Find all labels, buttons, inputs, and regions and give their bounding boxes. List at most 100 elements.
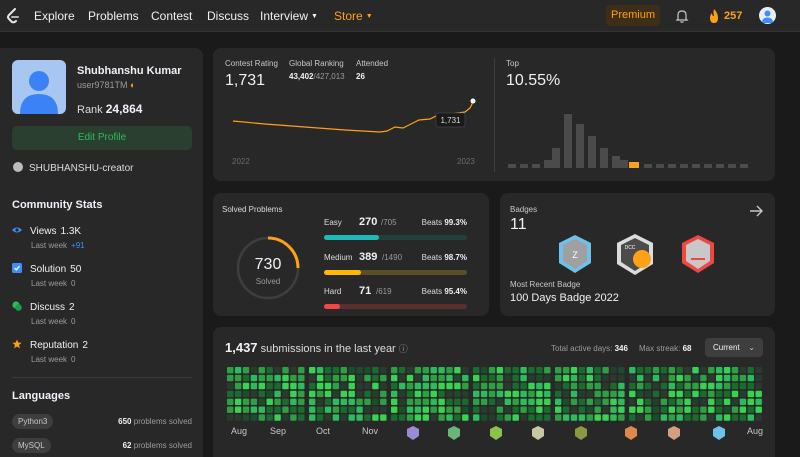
heatmap-cell[interactable]: [700, 374, 707, 382]
heatmap-cell[interactable]: [446, 390, 453, 398]
heatmap-cell[interactable]: [528, 406, 535, 413]
heatmap-cell[interactable]: [578, 398, 586, 405]
heatmap-cell[interactable]: [356, 414, 363, 421]
heatmap-cell[interactable]: [282, 414, 289, 421]
heatmap-cell[interactable]: [309, 398, 316, 405]
heatmap-cell[interactable]: [755, 374, 762, 382]
heatmap-cell[interactable]: [266, 390, 273, 398]
heatmap-cell[interactable]: [512, 374, 519, 382]
heatmap-cell[interactable]: [504, 406, 511, 413]
heatmap-cell[interactable]: [406, 406, 414, 413]
heatmap-cell[interactable]: [610, 398, 617, 405]
heatmap-cell[interactable]: [660, 390, 668, 398]
month-badge-icon[interactable]: [490, 426, 502, 440]
heatmap-cell[interactable]: [496, 382, 504, 390]
heatmap-cell[interactable]: [298, 414, 305, 421]
heatmap-cell[interactable]: [723, 414, 731, 421]
heatmap-cell[interactable]: [700, 390, 707, 398]
heatmap-cell[interactable]: [602, 367, 609, 374]
heatmap-cell[interactable]: [562, 382, 570, 390]
heatmap-cell[interactable]: [652, 382, 660, 390]
heatmap-cell[interactable]: [227, 414, 234, 421]
heatmap-cell[interactable]: [324, 390, 332, 398]
user-avatar-icon[interactable]: [759, 7, 776, 24]
lang-tag-python3[interactable]: Python3: [12, 414, 54, 429]
heatmap-cell[interactable]: [496, 414, 504, 421]
heatmap-cell[interactable]: [250, 406, 258, 413]
heatmap-cell[interactable]: [668, 367, 675, 374]
heatmap-cell[interactable]: [684, 406, 691, 413]
heatmap-cell[interactable]: [512, 390, 519, 398]
badge-dcc[interactable]: DCC: [617, 234, 653, 275]
heatmap-cell[interactable]: [348, 374, 355, 382]
heatmap-cell[interactable]: [406, 367, 414, 374]
heatmap-cell[interactable]: [348, 398, 355, 405]
heatmap-cell[interactable]: [668, 414, 675, 421]
heatmap-cell[interactable]: [414, 414, 422, 421]
lang-tag-mysql[interactable]: MySQL: [12, 438, 51, 453]
heatmap-cell[interactable]: [496, 398, 504, 405]
heatmap-cell[interactable]: [747, 390, 754, 398]
heatmap-cell[interactable]: [562, 390, 570, 398]
heatmap-cell[interactable]: [668, 390, 675, 398]
heatmap-cell[interactable]: [372, 374, 379, 382]
heatmap-cell[interactable]: [610, 390, 617, 398]
month-badge-icon[interactable]: [668, 426, 680, 440]
heatmap-cell[interactable]: [380, 398, 387, 405]
heatmap-cell[interactable]: [348, 367, 355, 374]
heatmap-cell[interactable]: [660, 367, 668, 374]
heatmap-cell[interactable]: [668, 382, 675, 390]
heatmap-cell[interactable]: [250, 398, 258, 405]
heatmap-cell[interactable]: [480, 374, 488, 382]
heatmap-cell[interactable]: [309, 382, 316, 390]
heatmap-cell[interactable]: [684, 390, 691, 398]
heatmap-cell[interactable]: [242, 414, 250, 421]
heatmap-cell[interactable]: [739, 414, 747, 421]
heatmap-cell[interactable]: [438, 367, 445, 374]
heatmap-cell[interactable]: [266, 414, 273, 421]
heatmap-cell[interactable]: [594, 374, 601, 382]
heatmap-cell[interactable]: [684, 398, 691, 405]
heatmap-cell[interactable]: [414, 367, 422, 374]
heatmap-cell[interactable]: [348, 406, 355, 413]
heatmap-cell[interactable]: [309, 414, 316, 421]
heatmap-cell[interactable]: [480, 367, 488, 374]
heatmap-cell[interactable]: [716, 398, 723, 405]
heatmap-cell[interactable]: [610, 374, 617, 382]
heatmap-cell[interactable]: [723, 390, 731, 398]
heatmap-cell[interactable]: [430, 382, 437, 390]
heatmap-cell[interactable]: [731, 374, 739, 382]
heatmap-cell[interactable]: [618, 414, 625, 421]
heatmap-cell[interactable]: [422, 382, 429, 390]
heatmap-cell[interactable]: [562, 374, 570, 382]
heatmap-cell[interactable]: [324, 406, 332, 413]
heatmap-cell[interactable]: [446, 406, 453, 413]
heatmap-cell[interactable]: [454, 398, 461, 405]
heatmap-cell[interactable]: [512, 382, 519, 390]
heatmap-cell[interactable]: [324, 367, 332, 374]
heatmap-cell[interactable]: [488, 414, 496, 421]
heatmap-cell[interactable]: [242, 367, 250, 374]
rating-current-point[interactable]: [470, 98, 476, 104]
heatmap-cell[interactable]: [747, 382, 754, 390]
heatmap-cell[interactable]: [708, 374, 715, 382]
heatmap-cell[interactable]: [594, 414, 601, 421]
heatmap-cell[interactable]: [332, 398, 340, 405]
heatmap-cell[interactable]: [692, 382, 699, 390]
heatmap-cell[interactable]: [692, 374, 699, 382]
heatmap-cell[interactable]: [414, 374, 422, 382]
heatmap-cell[interactable]: [391, 382, 398, 390]
heatmap-cell[interactable]: [578, 390, 586, 398]
heatmap-cell[interactable]: [282, 367, 289, 374]
heatmap-cell[interactable]: [340, 406, 347, 413]
heatmap-cell[interactable]: [520, 390, 527, 398]
heatmap-cell[interactable]: [324, 398, 332, 405]
heatmap-cell[interactable]: [660, 414, 668, 421]
heatmap-cell[interactable]: [708, 390, 715, 398]
badge-100-days-2022[interactable]: [682, 235, 714, 273]
leetcode-logo-icon[interactable]: [6, 8, 20, 24]
heatmap-cell[interactable]: [512, 414, 519, 421]
heatmap-cell[interactable]: [473, 398, 480, 405]
heatmap-cell[interactable]: [446, 398, 453, 405]
heatmap-cell[interactable]: [380, 414, 387, 421]
